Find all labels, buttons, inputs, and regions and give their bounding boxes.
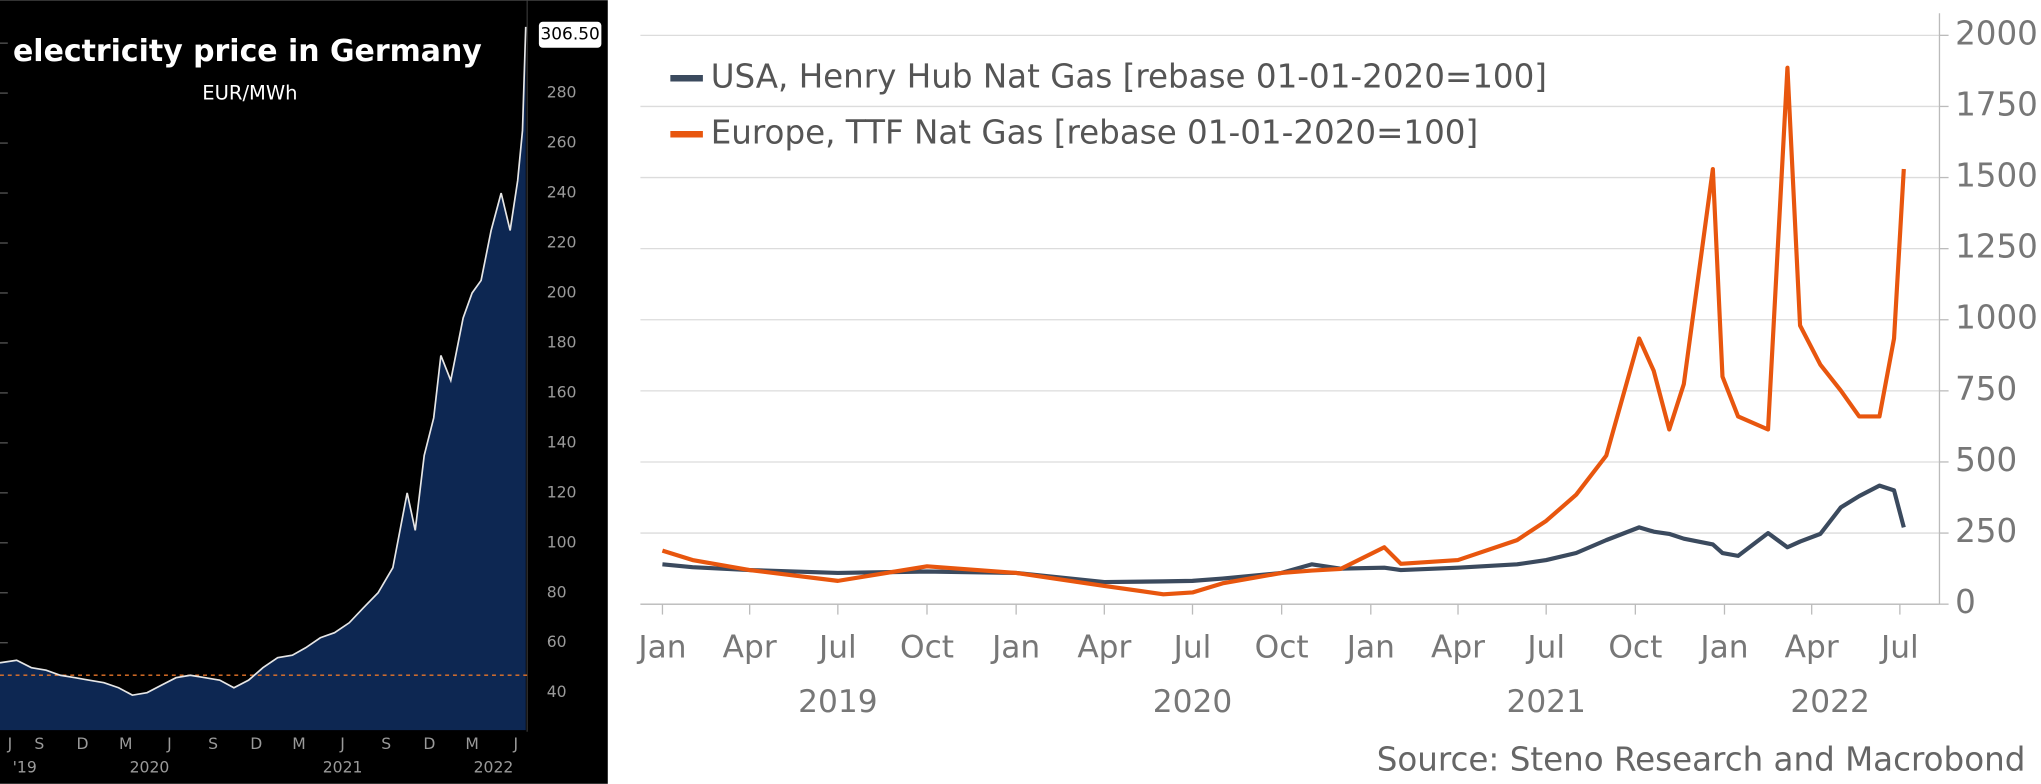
y-tick-label: 80 — [547, 583, 567, 601]
y-tick-label: 750 — [1955, 370, 2017, 408]
x-tick-label: Jul — [1172, 629, 1212, 665]
value-label-box — [538, 21, 602, 48]
x-tick-label: Apr — [1077, 629, 1131, 665]
legend-label: USA, Henry Hub Nat Gas [rebase 01-01-202… — [711, 57, 1547, 95]
x-tick-label: Apr — [1785, 629, 1839, 665]
chart-title: electricity price in Germany — [13, 34, 482, 69]
source-note: Source: Steno Research and Macrobond — [1377, 741, 2026, 779]
x-tick-label: D — [250, 735, 262, 753]
y-tick-label: 1250 — [1955, 228, 2038, 266]
right-panel — [607, 0, 2041, 784]
x-tick-label: J — [512, 735, 518, 753]
y-tick-label: 40 — [547, 683, 567, 701]
x-tick-label: S — [381, 735, 391, 753]
legend-label: Europe, TTF Nat Gas [rebase 01-01-2020=1… — [711, 113, 1478, 151]
x-tick-label: Oct — [1255, 629, 1309, 665]
x-tick-label: J — [166, 735, 172, 753]
x-tick-label: Jan — [990, 629, 1040, 665]
y-tick-label: 160 — [547, 383, 577, 401]
series-line — [661, 65, 1906, 597]
y-tick-label: 60 — [547, 633, 567, 651]
year-label: 2021 — [323, 759, 363, 777]
y-tick-label: 1750 — [1955, 85, 2038, 123]
y-tick-label: 500 — [1955, 441, 2017, 479]
y-tick-label: 120 — [547, 483, 577, 501]
x-tick-label: Jan — [636, 629, 686, 665]
year-label: 2020 — [1153, 684, 1232, 720]
x-tick-label: S — [34, 735, 44, 753]
y-tick-label: 220 — [547, 234, 577, 252]
year-label: 2022 — [474, 759, 514, 777]
x-tick-label: Jan — [1345, 629, 1395, 665]
y-tick-label: 200 — [547, 283, 577, 301]
y-tick-label: 140 — [547, 433, 577, 451]
year-label: 2021 — [1506, 684, 1585, 720]
x-tick-label: D — [77, 735, 89, 753]
y-tick-label: 280 — [547, 84, 577, 102]
x-tick-label: Apr — [723, 629, 777, 665]
x-tick-label: M — [119, 735, 132, 753]
y-tick-label: 1000 — [1955, 299, 2038, 337]
year-label: '19 — [13, 759, 37, 777]
area-fill — [0, 26, 526, 731]
series-line — [662, 483, 1906, 585]
y-tick-label: 180 — [547, 333, 577, 351]
y-tick-label: 1500 — [1955, 157, 2038, 195]
x-tick-label: Apr — [1431, 629, 1485, 665]
x-tick-label: Jan — [1698, 629, 1748, 665]
year-label: 2022 — [1790, 684, 1869, 720]
x-tick-label: J — [339, 735, 345, 753]
chart-subtitle: EUR/MWh — [202, 81, 297, 104]
y-tick-label: 260 — [547, 134, 577, 152]
x-tick-label: Jul — [817, 629, 857, 665]
x-tick-label: J — [7, 735, 13, 753]
y-tick-label: 240 — [547, 184, 577, 202]
y-tick-label: 0 — [1955, 583, 1976, 621]
y-tick-label: 250 — [1955, 512, 2017, 550]
year-label: 2019 — [798, 684, 877, 720]
y-tick-label: 2000 — [1955, 14, 2038, 52]
y-tick-label: 100 — [547, 533, 577, 551]
x-tick-label: Oct — [1608, 629, 1662, 665]
x-tick-label: Jul — [1525, 629, 1565, 665]
x-tick-label: M — [292, 735, 305, 753]
price-line — [0, 26, 527, 697]
x-tick-label: Jul — [1879, 629, 1919, 665]
x-tick-label: D — [423, 735, 435, 753]
year-label: 2020 — [130, 759, 170, 777]
x-tick-label: M — [465, 735, 478, 753]
value-label: 306.50 — [541, 24, 600, 44]
x-tick-label: S — [208, 735, 218, 753]
x-tick-label: Oct — [900, 629, 954, 665]
